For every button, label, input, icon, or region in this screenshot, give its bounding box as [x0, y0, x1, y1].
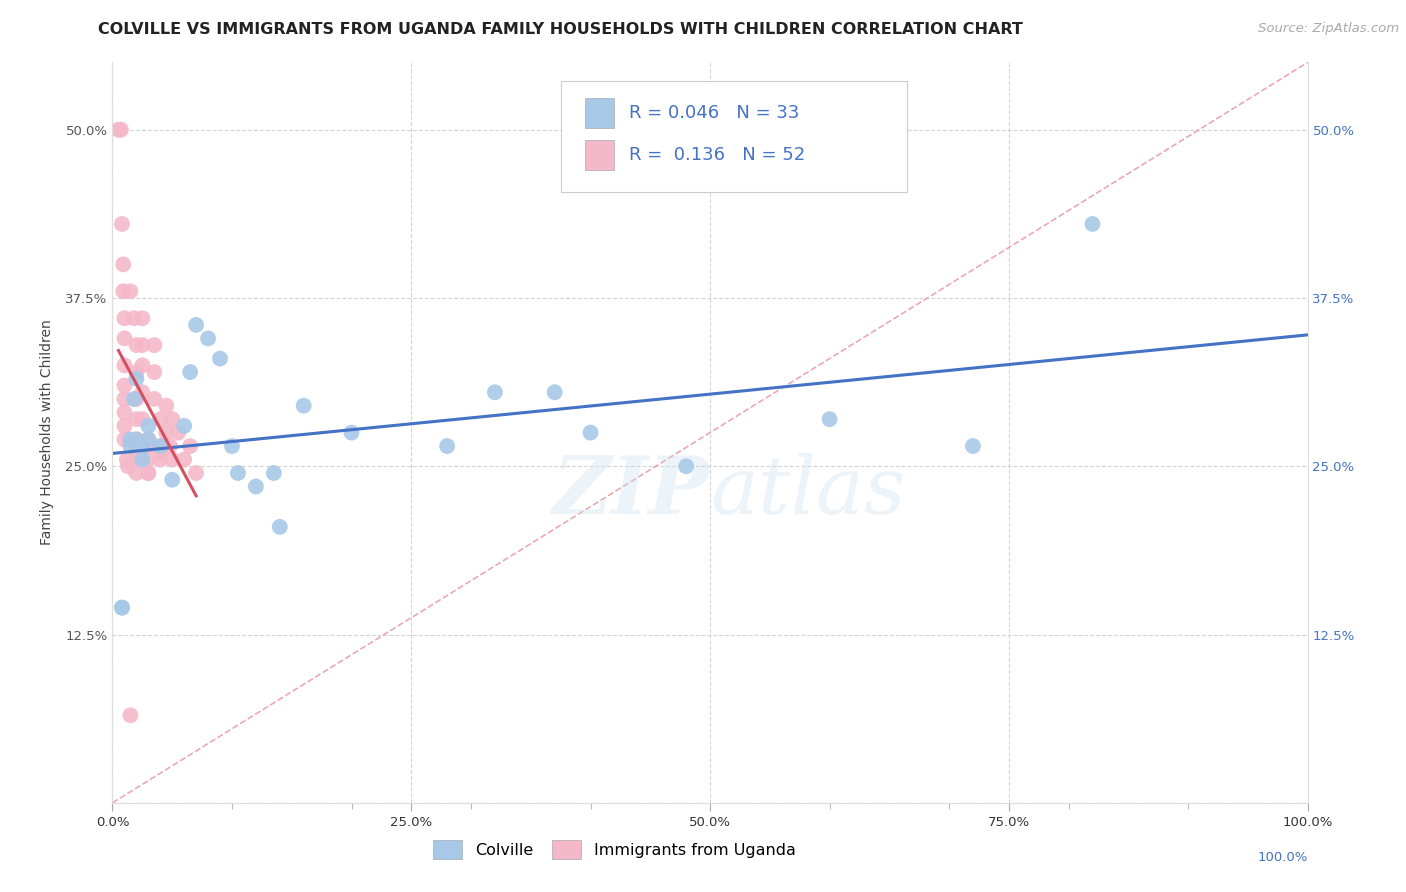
Point — [484, 385, 506, 400]
FancyBboxPatch shape — [561, 81, 907, 192]
Point — [436, 439, 458, 453]
Point — [138, 433, 160, 447]
Point — [125, 433, 148, 447]
Point — [818, 412, 841, 426]
FancyBboxPatch shape — [585, 98, 614, 128]
Point — [675, 459, 697, 474]
Point — [197, 331, 219, 345]
Point — [245, 479, 267, 493]
Point — [111, 217, 134, 231]
Text: 100.0%: 100.0% — [1257, 851, 1308, 864]
Point — [125, 466, 148, 480]
Text: COLVILLE VS IMMIGRANTS FROM UGANDA FAMILY HOUSEHOLDS WITH CHILDREN CORRELATION C: COLVILLE VS IMMIGRANTS FROM UGANDA FAMIL… — [98, 22, 1024, 37]
Point — [111, 600, 134, 615]
Point — [143, 392, 166, 406]
Point — [115, 452, 138, 467]
Point — [263, 466, 285, 480]
Text: ZIP: ZIP — [553, 453, 710, 531]
Point — [107, 122, 129, 136]
Point — [111, 600, 134, 615]
Point — [226, 466, 249, 480]
Point — [159, 439, 181, 453]
Point — [209, 351, 232, 366]
Point — [149, 439, 172, 453]
Text: atlas: atlas — [710, 453, 905, 531]
Point — [131, 439, 153, 453]
Point — [125, 412, 148, 426]
Point — [143, 338, 166, 352]
Text: Source: ZipAtlas.com: Source: ZipAtlas.com — [1258, 22, 1399, 36]
Point — [138, 439, 160, 453]
Point — [138, 466, 160, 480]
Point — [125, 433, 148, 447]
Point — [114, 378, 135, 392]
Point — [131, 311, 153, 326]
Point — [579, 425, 602, 440]
Point — [221, 439, 243, 453]
Point — [138, 452, 160, 467]
Point — [125, 338, 148, 352]
FancyBboxPatch shape — [585, 140, 614, 169]
Point — [143, 365, 166, 379]
Point — [125, 365, 148, 379]
Point — [114, 405, 135, 419]
Text: R =  0.136   N = 52: R = 0.136 N = 52 — [628, 146, 806, 164]
Point — [149, 452, 172, 467]
Point — [131, 338, 153, 352]
Point — [155, 399, 177, 413]
Point — [162, 412, 183, 426]
Point — [138, 418, 160, 433]
Point — [112, 285, 135, 299]
Point — [114, 311, 135, 326]
Point — [131, 412, 153, 426]
Y-axis label: Family Households with Children: Family Households with Children — [41, 319, 55, 546]
Point — [138, 466, 160, 480]
Point — [112, 257, 135, 271]
Point — [120, 708, 142, 723]
Point — [179, 439, 201, 453]
Point — [114, 331, 135, 345]
Point — [131, 359, 153, 373]
Point — [186, 466, 208, 480]
Point — [114, 418, 135, 433]
Point — [117, 459, 139, 474]
Point — [167, 425, 190, 440]
Point — [162, 452, 183, 467]
Text: R = 0.046   N = 33: R = 0.046 N = 33 — [628, 103, 799, 122]
Point — [120, 285, 142, 299]
Point — [292, 399, 315, 413]
Point — [138, 433, 160, 447]
Point — [131, 385, 153, 400]
Point — [120, 439, 142, 453]
Point — [125, 452, 148, 467]
Point — [149, 412, 172, 426]
Point — [179, 365, 201, 379]
Point — [131, 452, 153, 467]
Point — [120, 433, 142, 447]
Point — [543, 385, 565, 400]
Point — [125, 439, 148, 453]
Point — [1081, 217, 1104, 231]
Point — [122, 392, 145, 406]
Point — [340, 425, 363, 440]
Point — [173, 452, 195, 467]
Point — [173, 418, 195, 433]
Point — [114, 392, 135, 406]
Point — [149, 446, 172, 460]
Point — [149, 439, 172, 453]
Legend: Colville, Immigrants from Uganda: Colville, Immigrants from Uganda — [427, 834, 801, 865]
Point — [125, 372, 148, 386]
Point — [269, 520, 291, 534]
Point — [155, 425, 177, 440]
Point — [110, 122, 132, 136]
Point — [114, 359, 135, 373]
Point — [962, 439, 984, 453]
Point — [114, 433, 135, 447]
Point — [162, 473, 183, 487]
Point — [186, 318, 208, 332]
Point — [125, 392, 148, 406]
Point — [122, 311, 145, 326]
